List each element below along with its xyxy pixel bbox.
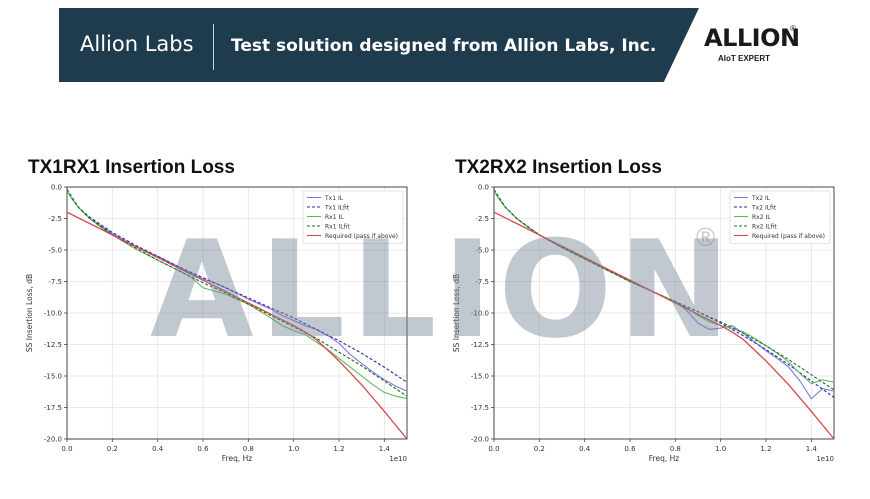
y-tick-label: -10.0 xyxy=(44,310,62,318)
chart-title-tx1rx1: TX1RX1 Insertion Loss xyxy=(28,157,235,178)
x-tick-label: 1.2 xyxy=(760,445,771,453)
chart-tx1rx1: 0.0 0.2 0.4 0.6 0.8 1.0 1.2 1.4 0.0 -2.5 -5.0 -7.5 -… xyxy=(25,184,408,463)
legend-entry: Rx2 ILfit xyxy=(752,223,777,230)
legend-entry: Required (pass if above) xyxy=(325,233,398,240)
x-tick-label: 0.4 xyxy=(579,445,591,453)
plot-frame xyxy=(493,186,835,440)
x-tick-label: 1.0 xyxy=(715,445,726,453)
y-tick-label: 0.0 xyxy=(478,184,489,192)
y-tick-label: -5.0 xyxy=(48,247,62,255)
x-axis-exponent: 1e10 xyxy=(389,455,407,463)
x-tick-label: 0.8 xyxy=(243,445,254,453)
series-line-tx1-il xyxy=(66,190,408,392)
x-tick-label: 0.6 xyxy=(197,445,209,453)
allion-logo: ALLION xyxy=(704,24,800,52)
series-line-rx1-ilfit xyxy=(66,189,408,397)
y-tick-label: -20.0 xyxy=(471,436,489,444)
x-axis-label: Freq, Hz xyxy=(222,454,252,463)
chart-title-tx2rx2: TX2RX2 Insertion Loss xyxy=(455,157,662,178)
chart-tx2rx2: 0.0 0.2 0.4 0.6 0.8 1.0 1.2 1.4 0.0 -2.5 -5.0 -7.5 -… xyxy=(452,184,835,463)
legend-box xyxy=(302,190,404,244)
x-tick-label: 1.2 xyxy=(333,445,344,453)
x-tick-label: 1.4 xyxy=(379,445,391,453)
legend-entry: Rx2 IL xyxy=(752,214,771,221)
y-tick-label: -15.0 xyxy=(471,373,489,381)
y-tick-label: -20.0 xyxy=(44,436,62,444)
legend-entry: Tx2 ILfit xyxy=(751,204,777,211)
x-axis-label: Freq, Hz xyxy=(649,454,679,463)
y-axis-label: SS Insertion Loss, dB xyxy=(25,274,34,352)
legend-entry: Rx1 ILfit xyxy=(325,223,350,230)
x-tick-label: 0.0 xyxy=(61,445,72,453)
banner-tagline: Test solution designed from Allion Labs,… xyxy=(231,36,657,56)
series-line-required-pass-if-above xyxy=(493,211,835,440)
x-tick-label: 1.4 xyxy=(806,445,818,453)
x-tick-label: 0.4 xyxy=(152,445,164,453)
legend-entry: Required (pass if above) xyxy=(752,233,825,240)
x-tick-label: 1.0 xyxy=(288,445,299,453)
y-tick-label: -17.5 xyxy=(471,404,489,412)
plot-frame xyxy=(66,186,408,440)
legend-entry: Tx1 ILfit xyxy=(324,204,350,211)
logo-subtitle: AIoT EXPERT xyxy=(718,54,771,63)
brand-name: Allion Labs xyxy=(80,32,194,56)
y-tick-label: -7.5 xyxy=(475,278,489,286)
series-line-rx1-il xyxy=(66,190,408,400)
x-tick-label: 0.6 xyxy=(624,445,636,453)
x-tick-label: 0.2 xyxy=(107,445,118,453)
y-axis-label: SS Insertion Loss, dB xyxy=(452,274,461,352)
x-tick-label: 0.2 xyxy=(534,445,545,453)
legend-box xyxy=(729,190,831,244)
x-tick-label: 0.8 xyxy=(670,445,681,453)
y-tick-label: -17.5 xyxy=(44,404,62,412)
y-tick-label: -15.0 xyxy=(44,373,62,381)
y-tick-label: -12.5 xyxy=(44,341,62,349)
y-tick-label: -10.0 xyxy=(471,310,489,318)
logo-registered-mark: ® xyxy=(790,24,796,33)
legend-entry: Tx1 IL xyxy=(324,195,344,202)
y-tick-label: -5.0 xyxy=(475,247,489,255)
y-tick-label: -12.5 xyxy=(471,341,489,349)
header-banner xyxy=(59,8,699,82)
series-line-required-pass-if-above xyxy=(66,211,408,440)
y-tick-label: -2.5 xyxy=(475,215,489,223)
y-tick-label: 0.0 xyxy=(51,184,62,192)
x-axis-exponent: 1e10 xyxy=(816,455,834,463)
x-tick-label: 0.0 xyxy=(488,445,499,453)
legend-entry: Rx1 IL xyxy=(325,214,344,221)
y-tick-label: -7.5 xyxy=(48,278,62,286)
banner-divider xyxy=(213,24,214,70)
legend-entry: Tx2 IL xyxy=(751,195,771,202)
y-tick-label: -2.5 xyxy=(48,215,62,223)
